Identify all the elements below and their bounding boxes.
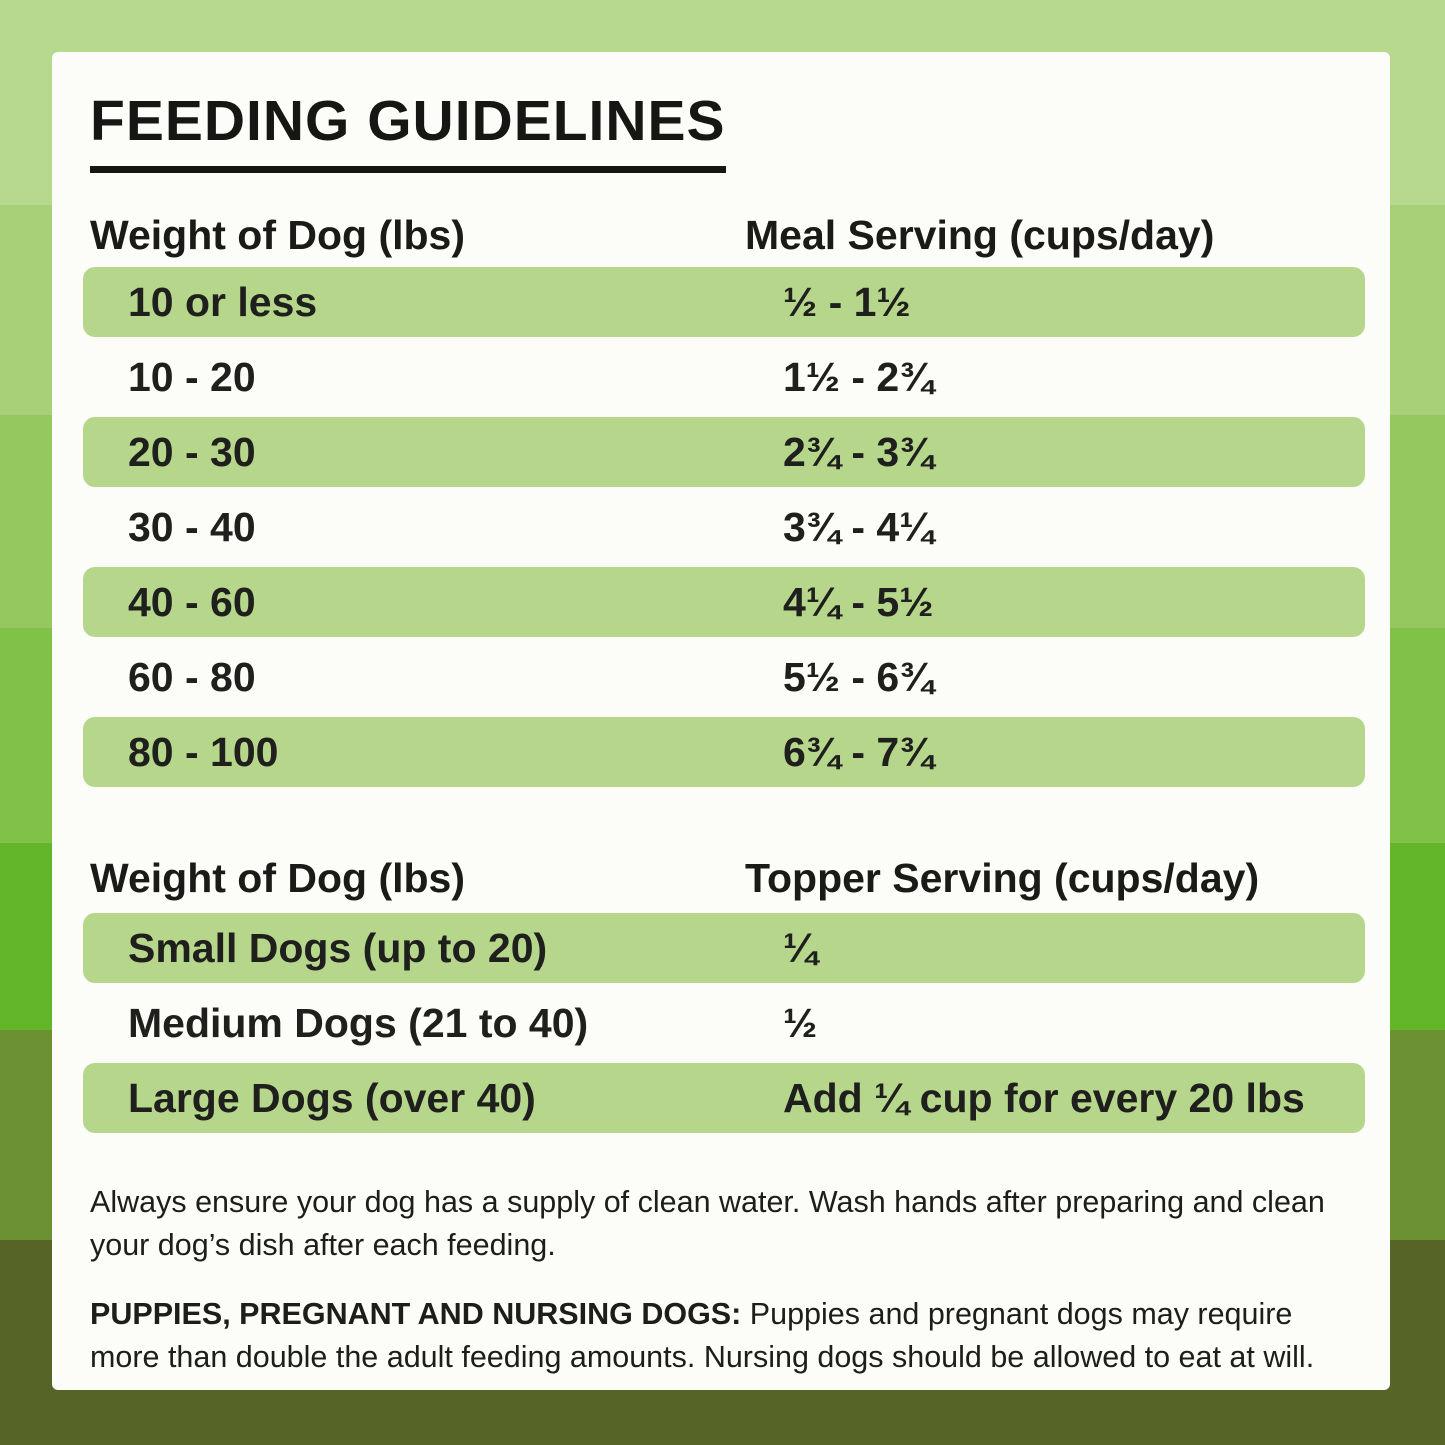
row-weight-cell: 10 or less <box>128 278 318 325</box>
row-weight-cell: 80 - 100 <box>128 728 279 775</box>
topper-table: Small Dogs (up to 20) ¼ Medium Dogs (21 … <box>83 913 1365 1133</box>
row-serving-cell: 1½ - 2¾ <box>783 353 934 400</box>
row-serving-cell: 4¼ - 5½ <box>783 578 934 625</box>
row-serving-cell: 5½ - 6¾ <box>783 653 934 700</box>
table-row: 30 - 40 3¾ - 4¼ <box>83 492 1365 562</box>
page-title: FEEDING GUIDELINES <box>90 88 726 173</box>
row-serving-cell: 3¾ - 4¼ <box>783 503 934 550</box>
row-weight-cell: 10 - 20 <box>128 353 256 400</box>
meal-table-header: Weight of Dog (lbs) Meal Serving (cups/d… <box>90 203 1352 267</box>
column-header-weight: Weight of Dog (lbs) <box>90 211 466 258</box>
note-clean-water: Always ensure your dog has a supply of c… <box>90 1185 1325 1262</box>
topper-table-header: Weight of Dog (lbs) Topper Serving (cups… <box>90 843 1352 913</box>
column-header-meal-serving: Meal Serving (cups/day) <box>745 211 1215 258</box>
table-row: 20 - 30 2¾ - 3¾ <box>83 417 1365 487</box>
meal-table: 10 or less ½ - 1½ 10 - 20 1½ - 2¾ 20 - 3… <box>83 267 1365 787</box>
table-row: 40 - 60 4¼ - 5½ <box>83 567 1365 637</box>
table-row: Small Dogs (up to 20) ¼ <box>83 913 1365 983</box>
note-puppies: PUPPIES, PREGNANT AND NURSING DOGS: Pupp… <box>90 1293 1352 1379</box>
row-weight-cell: Medium Dogs (21 to 40) <box>128 999 589 1046</box>
row-weight-cell: 30 - 40 <box>128 503 256 550</box>
table-row: 10 - 20 1½ - 2¾ <box>83 342 1365 412</box>
table-row: 60 - 80 5½ - 6¾ <box>83 642 1365 712</box>
row-weight-cell: 20 - 30 <box>128 428 256 475</box>
row-serving-cell: 2¾ - 3¾ <box>783 428 934 475</box>
guidelines-card: FEEDING GUIDELINES Weight of Dog (lbs) M… <box>52 52 1390 1390</box>
footnotes: Always ensure your dog has a supply of c… <box>90 1181 1352 1379</box>
title-wrap: FEEDING GUIDELINES <box>90 88 1352 173</box>
column-header-weight: Weight of Dog (lbs) <box>90 854 466 901</box>
table-row: Large Dogs (over 40) Add ¼ cup for every… <box>83 1063 1365 1133</box>
row-serving-cell: ½ - 1½ <box>783 278 911 325</box>
row-serving-cell: 6¾ - 7¾ <box>783 728 934 775</box>
note-puppies-label: PUPPIES, PREGNANT AND NURSING DOGS: <box>90 1297 742 1331</box>
row-serving-cell: Add ¼ cup for every 20 lbs <box>783 1074 1305 1121</box>
table-row: Medium Dogs (21 to 40) ½ <box>83 988 1365 1058</box>
row-weight-cell: Small Dogs (up to 20) <box>128 924 548 971</box>
table-row: 10 or less ½ - 1½ <box>83 267 1365 337</box>
row-weight-cell: 40 - 60 <box>128 578 256 625</box>
row-serving-cell: ½ <box>783 999 818 1046</box>
column-header-topper-serving: Topper Serving (cups/day) <box>745 854 1260 901</box>
note-puppies-text: Puppies and pregnant dogs may require mo… <box>90 1297 1315 1374</box>
row-serving-cell: ¼ <box>783 924 818 971</box>
row-weight-cell: 60 - 80 <box>128 653 256 700</box>
row-weight-cell: Large Dogs (over 40) <box>128 1074 536 1121</box>
table-row: 80 - 100 6¾ - 7¾ <box>83 717 1365 787</box>
